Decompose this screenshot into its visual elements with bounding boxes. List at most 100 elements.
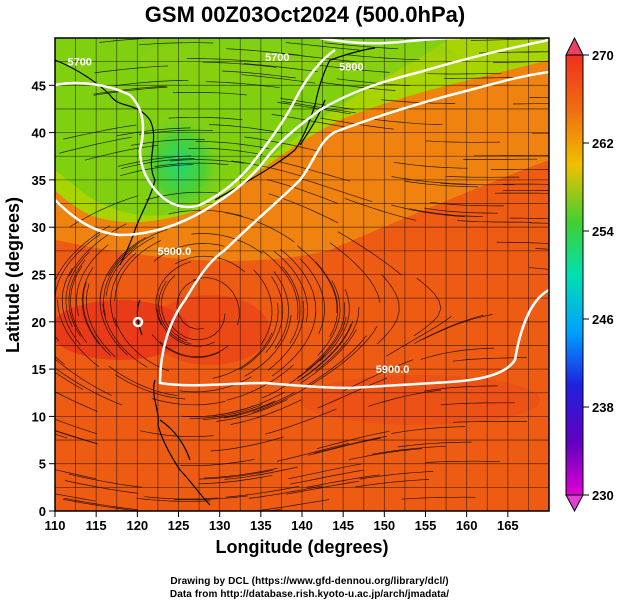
streamline: [130, 138, 205, 146]
streamline: [85, 283, 116, 358]
streamline: [213, 391, 285, 416]
streamline: [82, 281, 111, 357]
streamline: [153, 243, 225, 262]
streamline: [453, 421, 528, 423]
streamline: [160, 274, 188, 342]
streamline: [203, 467, 278, 479]
streamline: [65, 480, 139, 494]
streamline: [377, 274, 400, 345]
streamline: [174, 255, 246, 273]
streamline: [261, 354, 326, 399]
streamline: [159, 341, 229, 358]
streamline: [81, 267, 100, 345]
streamline: [195, 141, 270, 150]
streamline: [241, 74, 316, 84]
streamline: [70, 265, 87, 344]
streamline: [280, 249, 317, 320]
streamline: [267, 300, 305, 371]
streamline: [62, 498, 137, 511]
streamline: [391, 176, 466, 185]
streamline: [114, 317, 169, 372]
streamline: [248, 485, 322, 499]
streamline: [336, 78, 411, 87]
streamline: [193, 277, 240, 326]
streamline: [530, 222, 549, 224]
streamline: [155, 261, 192, 325]
streamline: [512, 103, 549, 105]
streamline: [68, 473, 143, 488]
streamline: [144, 496, 219, 500]
streamline: [168, 313, 226, 341]
streamline: [61, 267, 81, 345]
streamline: [306, 335, 367, 386]
streamline: [273, 250, 308, 322]
streamline: [409, 208, 483, 218]
streamline: [225, 486, 300, 498]
streamline: [261, 250, 299, 320]
x-tick-label: 135: [250, 518, 272, 533]
x-tick-label: 140: [291, 518, 313, 533]
streamline: [281, 53, 356, 63]
streamline: [319, 288, 350, 362]
streamline: [277, 102, 351, 115]
streamline: [198, 474, 273, 485]
contour-5700-a: [55, 48, 336, 209]
streamline: [243, 63, 318, 72]
streamline: [457, 220, 532, 223]
streamline: [440, 182, 515, 186]
streamline: [413, 277, 442, 337]
x-tick-label: 120: [126, 518, 148, 533]
y-tick-label: 15: [32, 362, 46, 377]
streamline: [110, 252, 137, 327]
grid: [54, 37, 550, 512]
streamline: [427, 72, 502, 75]
y-tick-label: 10: [32, 409, 46, 424]
y-axis-label: Latitude (degrees): [3, 197, 23, 353]
streamline: [120, 164, 194, 177]
colorbar-tick-label: 238: [592, 400, 614, 415]
x-tick-label: 115: [86, 518, 107, 533]
streamline: [315, 261, 338, 337]
contour-5800: [55, 38, 549, 237]
streamline: [271, 311, 317, 377]
streamline: [316, 430, 390, 450]
streamline: [368, 118, 443, 126]
streamline: [55, 418, 98, 435]
streamline: [210, 436, 284, 452]
streamline: [300, 329, 357, 384]
streamline: [68, 223, 127, 277]
streamline: [116, 127, 191, 137]
streamline: [114, 240, 162, 301]
streamline: [265, 408, 337, 435]
colorbar-tick-label: 270: [592, 48, 614, 63]
streamline: [59, 136, 132, 154]
streamline: [381, 99, 456, 104]
streamline: [271, 114, 346, 128]
streamline: [99, 237, 146, 300]
colorbar-ticks: 230 238 246 254 262 270: [583, 48, 614, 503]
streamline: [145, 191, 220, 201]
streamline: [205, 81, 280, 89]
streamline: [297, 245, 338, 313]
streamline: [368, 389, 442, 407]
streamline: [502, 183, 549, 185]
streamline: [391, 426, 466, 434]
streamline: [305, 302, 346, 371]
streamline: [300, 320, 354, 380]
streamline: [423, 385, 498, 392]
streamline: [277, 161, 351, 182]
streamline: [371, 446, 446, 455]
colorbar-tick-label: 246: [592, 312, 614, 327]
contour-labels: 5900.0 5900.0 5800 5700 5700: [67, 52, 409, 376]
streamline: [55, 358, 113, 396]
streamline: [107, 228, 168, 277]
streamline: [199, 469, 274, 480]
streamline: [244, 314, 292, 377]
streamline: [108, 365, 178, 397]
streamlines: [55, 38, 549, 511]
streamline: [337, 231, 402, 276]
streamline: [253, 269, 273, 346]
streamline: [239, 303, 279, 370]
streamline: [422, 314, 493, 340]
streamline: [317, 280, 341, 356]
